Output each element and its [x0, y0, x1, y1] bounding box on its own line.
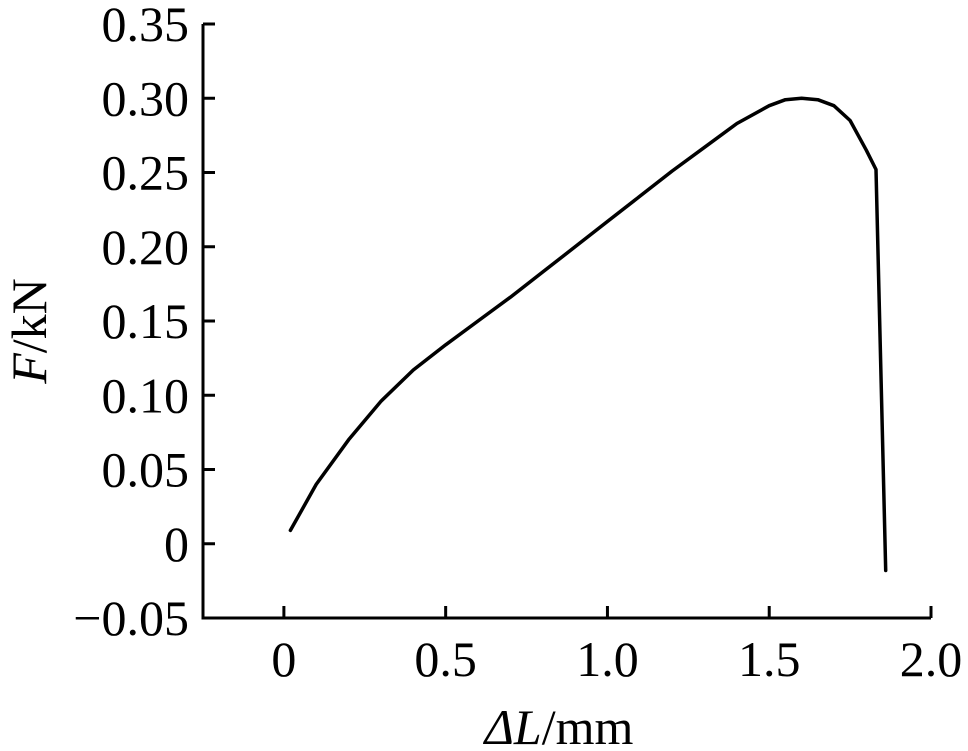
series-layer	[288, 96, 888, 573]
x-axis-label-unit: /mm	[542, 699, 634, 751]
y-axis-label-symbol: F	[1, 353, 57, 385]
y-tick-label: 0.15	[102, 293, 190, 349]
y-axis-ticks: −0.05 0 0.05 0.10 0.15 0.20 0.25 0.30 0.35	[73, 0, 215, 646]
x-axis-ticks: 0 0.5 1.0 1.5 2.0	[271, 606, 962, 687]
y-axis-label: F/kN	[1, 278, 57, 385]
x-tick-label: 1.0	[576, 631, 639, 687]
x-tick-label: 2.0	[900, 631, 963, 687]
axis-frame	[201, 24, 931, 620]
series-line	[288, 96, 888, 573]
axes	[201, 24, 931, 620]
y-tick-label: 0.20	[102, 219, 190, 275]
y-axis-label-unit: /kN	[1, 278, 57, 353]
y-tick-label: 0.05	[102, 442, 190, 498]
y-tick-label: 0.30	[102, 70, 190, 126]
y-tick-label: −0.05	[73, 590, 189, 646]
y-tick-label: 0.25	[102, 145, 190, 201]
y-tick-label: 0.35	[102, 0, 190, 52]
x-axis-label: ΔL/mm	[483, 699, 634, 751]
y-tick-label: 0.10	[102, 367, 190, 423]
x-tick-label: 0	[271, 631, 296, 687]
x-tick-label: 1.5	[738, 631, 801, 687]
x-tick-label: 0.5	[414, 631, 477, 687]
x-axis-label-symbol: ΔL	[483, 699, 542, 751]
y-tick-label: 0	[164, 516, 189, 572]
